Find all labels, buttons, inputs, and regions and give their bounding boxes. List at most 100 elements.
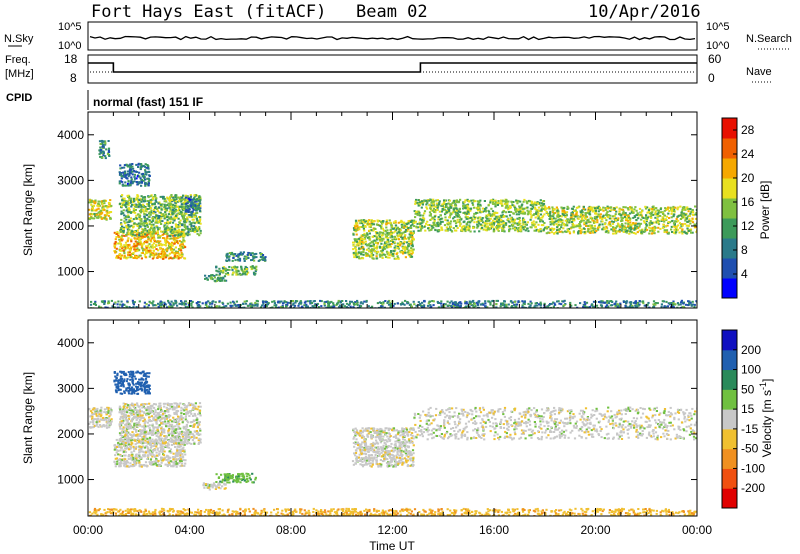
- x-tick-label: 00:00: [73, 523, 103, 537]
- x-tick-labels: 00:00 04:00 08:00 12:00 16:00 20:00 00:00: [73, 523, 712, 537]
- colorbar-tick-label: -200: [741, 481, 765, 495]
- echo-region: [225, 251, 267, 262]
- power-y-ticks: 1000 2000 3000 4000: [57, 128, 697, 279]
- velocity-colorbar: 200 100 50 15 -15 -50 -100 -200: [721, 329, 765, 509]
- echo-region: [118, 402, 202, 445]
- colorbar-tick-label: 8: [741, 243, 748, 257]
- echo-region: [88, 198, 113, 221]
- colorbar-swatch: [722, 369, 737, 390]
- echo-region: [202, 482, 227, 491]
- cpid-text: normal (fast) 151 IF: [93, 95, 203, 109]
- x-tick-label: 12:00: [377, 523, 407, 537]
- y-tick-label: 4000: [57, 336, 84, 350]
- colorbar-tick-label: 20: [741, 171, 755, 185]
- colorbar-swatch: [722, 238, 737, 259]
- freq-left-label-2: [MHz]: [5, 68, 34, 80]
- power-colorbar: 4 8 12 16 20 24 28: [721, 117, 755, 299]
- colorbar-tick-label: -100: [741, 461, 765, 475]
- velocity-colorbar-label: Velocity [m s-1]: [758, 379, 774, 458]
- colorbar-tick-label: -15: [741, 422, 759, 436]
- colorbar-swatch: [722, 198, 737, 219]
- echo-region: [184, 196, 202, 214]
- noise-right-tick-bottom: 10^0: [706, 40, 730, 52]
- colorbar-tick-label: -50: [741, 442, 759, 456]
- station-title: Fort Hays East (fitACF): [91, 2, 326, 22]
- colorbar-swatch: [722, 389, 737, 410]
- power-ylabel: Slant Range [km]: [21, 164, 35, 256]
- velocity-echoes: [88, 370, 697, 516]
- y-tick-label: 3000: [57, 381, 84, 395]
- colorbar-swatch: [722, 258, 737, 279]
- noise-left-label: N.Sky: [4, 33, 34, 45]
- colorbar-swatch: [722, 488, 737, 509]
- freq-panel: Freq. [MHz] 18 8 60 0 Nave: [5, 52, 772, 85]
- velocity-plot-area: [88, 370, 697, 516]
- colorbar-swatch: [722, 468, 737, 489]
- echo-region: [118, 162, 151, 187]
- nave-right-tick-top: 60: [708, 52, 722, 66]
- power-echoes: [88, 139, 697, 308]
- noise-sky-trace: [89, 35, 696, 41]
- y-tick-label: 1000: [57, 265, 84, 279]
- y-tick-label: 2000: [57, 219, 84, 233]
- colorbar-swatch: [722, 158, 737, 179]
- date-title: 10/Apr/2016: [588, 2, 701, 22]
- colorbar-swatch: [722, 218, 737, 239]
- noise-right-label: N.Search: [746, 33, 792, 45]
- velocity-y-ticks: 1000 2000 3000 4000: [57, 336, 697, 487]
- echo-region: [545, 205, 697, 235]
- nave-right-tick-bottom: 0: [708, 71, 715, 85]
- nave-label: Nave: [746, 66, 772, 78]
- colorbar-swatch: [722, 278, 737, 299]
- x-tick-label: 20:00: [580, 523, 610, 537]
- x-tick-label: 16:00: [479, 523, 509, 537]
- colorbar-swatch: [722, 448, 737, 469]
- noise-left-tick-top: 10^5: [58, 21, 82, 33]
- x-tick-label: 00:00: [682, 523, 712, 537]
- colorbar-swatch: [722, 118, 737, 139]
- x-tick-label: 04:00: [174, 523, 204, 537]
- echo-region: [412, 198, 547, 233]
- freq-left-label-1: Freq.: [5, 54, 31, 66]
- echo-region: [204, 274, 228, 283]
- noise-left-tick-bottom: 10^0: [58, 40, 82, 52]
- colorbar-swatch: [722, 330, 737, 351]
- freq-left-tick-top: 18: [64, 52, 78, 66]
- colorbar-frame: [721, 329, 738, 509]
- colorbar-tick-label: 24: [741, 147, 755, 161]
- colorbar-tick-label: 28: [741, 123, 755, 137]
- echo-region: [215, 265, 258, 276]
- echo-region: [352, 219, 415, 260]
- power-colorbar-label: Power [dB]: [758, 181, 772, 240]
- power-panel: 1000 2000 3000 4000 Slant Range [km] 4 8 12 16…: [21, 111, 772, 309]
- y-tick-label: 4000: [57, 128, 84, 142]
- echo-region: [215, 472, 257, 484]
- beam-title: Beam 02: [356, 2, 428, 22]
- x-tick-label: 08:00: [276, 523, 306, 537]
- power-x-ticks: [87, 112, 698, 308]
- echo-region: [351, 427, 415, 468]
- y-tick-label: 3000: [57, 173, 84, 187]
- colorbar-swatch: [722, 349, 737, 371]
- echo-region: [113, 370, 151, 395]
- colorbar-tick-label: 50: [741, 382, 755, 396]
- colorbar-swatch: [722, 409, 737, 430]
- echo-region: [413, 406, 697, 441]
- freq-trace: [88, 62, 697, 73]
- colorbar-swatch: [722, 138, 737, 159]
- velocity-panel: 1000 2000 3000 4000 Slant Range [km] 200 100…: [21, 319, 774, 517]
- noise-right-tick-top: 10^5: [706, 21, 730, 33]
- colorbar-tick-label: 4: [741, 267, 748, 281]
- noise-panel: N.Sky 10^5 10^0 10^5 10^0 N.Search: [4, 21, 792, 52]
- colorbar-frame: [721, 117, 738, 299]
- colorbar-swatch: [722, 428, 737, 450]
- velocity-ylabel: Slant Range [km]: [21, 372, 35, 464]
- y-tick-label: 2000: [57, 427, 84, 441]
- colorbar-tick-label: 15: [741, 402, 755, 416]
- y-tick-label: 1000: [57, 473, 84, 487]
- echo-region: [98, 139, 111, 160]
- colorbar-tick-label: 200: [741, 343, 761, 357]
- power-plot-area: [88, 139, 697, 308]
- colorbar-tick-label: 12: [741, 219, 755, 233]
